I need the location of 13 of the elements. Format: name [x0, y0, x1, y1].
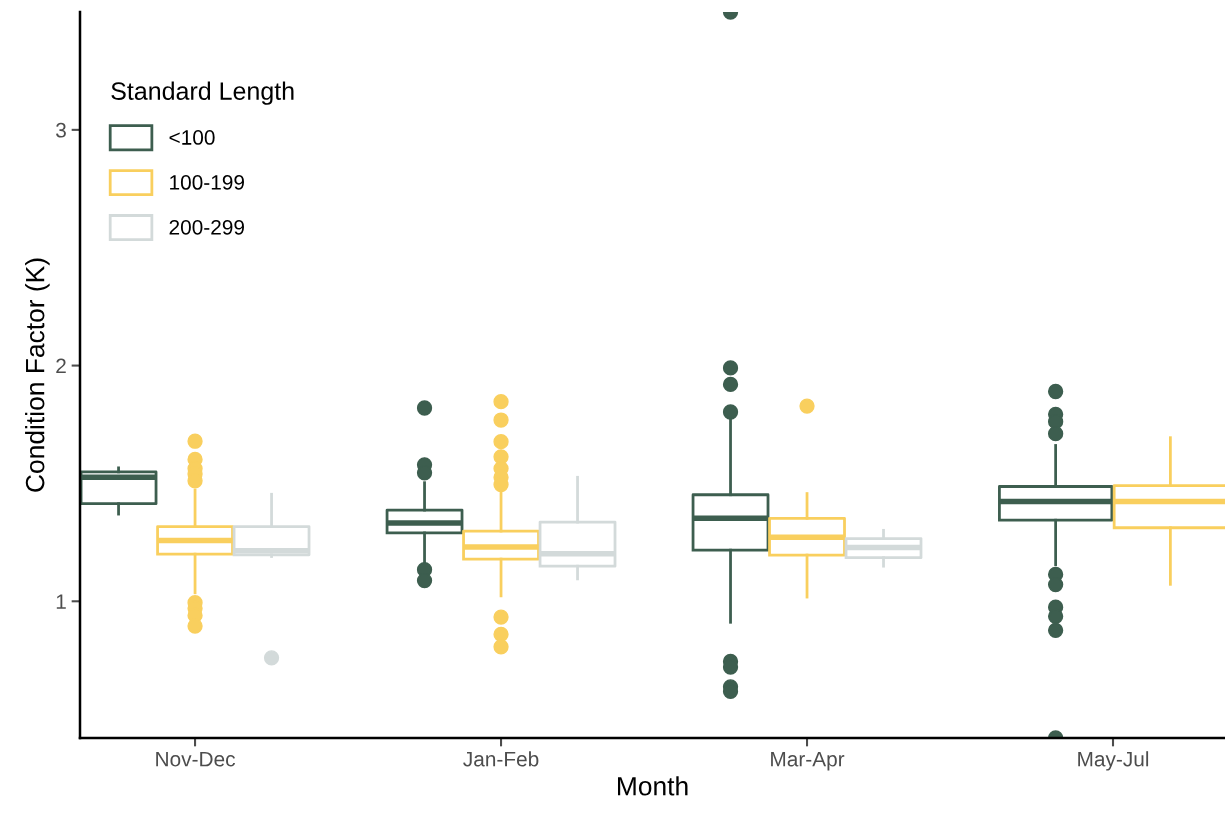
x-tick-label: Jan-Feb: [463, 751, 539, 767]
legend-label: 200-299: [169, 219, 244, 235]
legend-title: Standard Length: [111, 81, 294, 105]
y-tick-label: 1: [56, 594, 66, 609]
x-axis-title: Month: [618, 776, 688, 796]
legend-label: <100: [169, 130, 215, 145]
y-axis-title: Condition Factor (K): [25, 258, 50, 492]
y-tick-label: 3: [56, 122, 66, 138]
x-tick-label: May-Jul: [1078, 751, 1149, 771]
x-tick-label: Mar-Apr: [771, 751, 845, 771]
legend-label: 100-199: [170, 175, 244, 190]
x-tick-label: Nov-Dec: [156, 751, 236, 767]
y-tick-label: 2: [56, 358, 66, 374]
